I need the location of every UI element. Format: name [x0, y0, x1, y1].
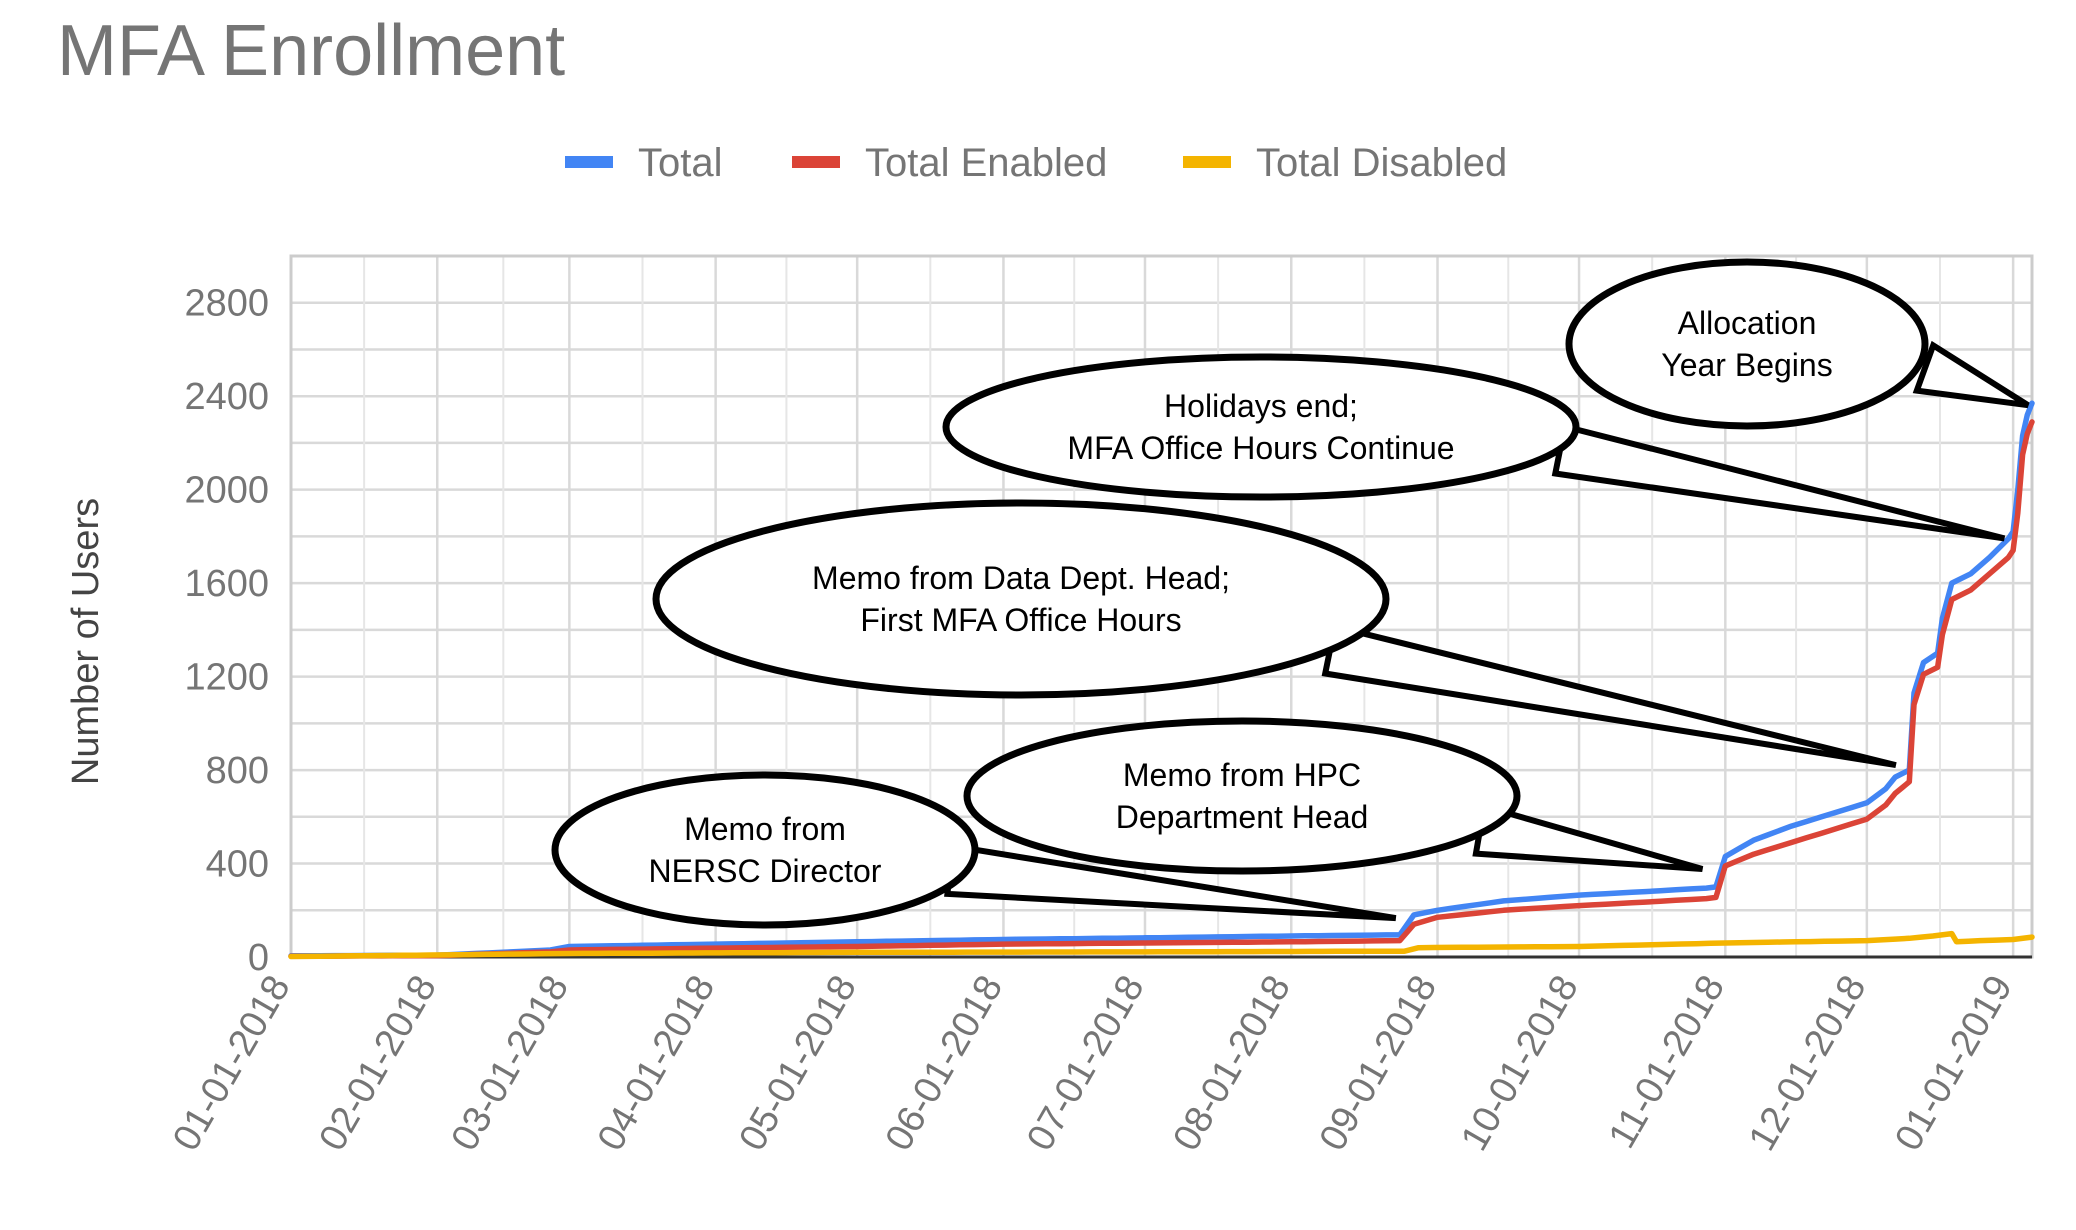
y-tick-label: 400 [206, 844, 269, 886]
callout-text-line: NERSC Director [649, 853, 882, 889]
callout-bubble [652, 499, 1390, 699]
x-tick-label: 06-01-2018 [878, 968, 1012, 1157]
callout-text-line: MFA Office Hours Continue [1067, 430, 1454, 466]
callout-text-line: Memo from HPC [1123, 757, 1361, 793]
callout-text-line: Allocation [1678, 305, 1817, 341]
x-tick-label: 04-01-2018 [590, 969, 724, 1158]
x-tick-label: 09-01-2018 [1312, 969, 1446, 1158]
legend-item-total-enabled: Total Enabled [792, 141, 1107, 185]
x-tick-label: 05-01-2018 [731, 969, 865, 1158]
x-tick-label: 01-01-2018 [165, 969, 299, 1158]
callout-memo-from-hpc-department-head: Memo from HPC Department Head [963, 717, 1704, 875]
callout-text-line: First MFA Office Hours [860, 602, 1181, 638]
callout-bubble [963, 717, 1521, 875]
x-tick-label: 01-01-2019 [1887, 969, 2021, 1158]
x-tick-label: 12-01-2018 [1741, 969, 1875, 1158]
x-tick-label: 07-01-2018 [1019, 969, 1153, 1158]
x-tick-label: 03-01-2018 [444, 969, 578, 1158]
legend-swatch-total-disabled [1183, 156, 1231, 168]
callout-holidays-end-mfa-office-hours-continue: Holidays end; MFA Office Hours Continue [942, 353, 2006, 542]
y-tick-label: 800 [206, 750, 269, 792]
series-lines [288, 400, 2035, 960]
y-axis-tick-labels: 0 400 800 1200 1600 2000 2400 2800 [184, 283, 269, 979]
callout-text-line: Year Begins [1661, 347, 1832, 383]
series-line-total [288, 400, 2035, 959]
callout-text-line: Memo from Data Dept. Head; [812, 560, 1230, 596]
callout-bubble [942, 353, 1580, 501]
y-tick-label: 2800 [184, 283, 269, 325]
legend-swatch-total-enabled [792, 156, 840, 168]
callout-allocation-year-begins: Allocation Year Begins [1565, 258, 2030, 430]
series-line-total-enabled [288, 419, 2035, 960]
y-tick-label: 2400 [184, 376, 269, 418]
callout-bubble [1565, 258, 1929, 430]
legend: Total Total Enabled Total Disabled [565, 141, 1507, 185]
x-tick-label: 10-01-2018 [1453, 969, 1587, 1158]
callout-annotations: Allocation Year Begins Holidays end; MFA Of… [551, 258, 2030, 929]
y-axis-title: Number of Users [65, 498, 107, 785]
chart-title: MFA Enrollment [57, 11, 565, 91]
x-tick-label: 02-01-2018 [311, 969, 445, 1158]
legend-label-total-enabled: Total Enabled [865, 141, 1107, 185]
callout-pointer [1912, 340, 2030, 409]
x-tick-label: 11-01-2018 [1601, 969, 1733, 1156]
callout-text-line: Holidays end; [1164, 388, 1358, 424]
callout-memo-from-nersc-director: Memo from NERSC Director [551, 771, 1397, 929]
callout-memo-from-data-dept-head-first-mfa-offic: Memo from Data Dept. Head; First MFA Offi… [652, 499, 1897, 769]
y-tick-label: 2000 [184, 470, 269, 512]
legend-item-total: Total [565, 141, 723, 185]
y-tick-label: 1200 [184, 657, 269, 699]
legend-swatch-total [565, 156, 613, 168]
series-line-total-disabled [288, 930, 2035, 960]
legend-label-total: Total [638, 141, 723, 185]
callout-text-line: Department Head [1116, 799, 1369, 835]
y-tick-label: 0 [248, 937, 269, 979]
legend-item-total-disabled: Total Disabled [1183, 141, 1507, 185]
y-tick-label: 1600 [184, 563, 269, 605]
callout-text-line: Memo from [684, 811, 846, 847]
legend-label-total-disabled: Total Disabled [1256, 141, 1507, 185]
callout-bubble [551, 771, 979, 929]
x-tick-label: 08-01-2018 [1165, 969, 1299, 1158]
